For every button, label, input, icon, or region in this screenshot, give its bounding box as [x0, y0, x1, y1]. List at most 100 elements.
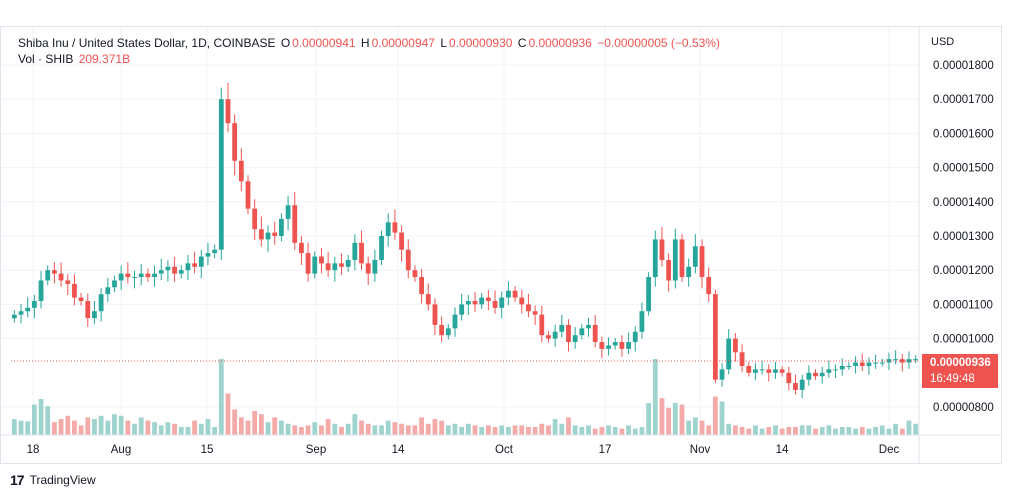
volume-bar: [425, 423, 431, 435]
volume-bar: [546, 425, 551, 435]
price-scale-currency: USD: [931, 36, 954, 48]
brand-name: TradingView: [29, 473, 96, 487]
candle-body: [753, 369, 758, 373]
volume-bar: [786, 427, 792, 435]
candle-body: [839, 365, 845, 370]
candle-body: [138, 273, 144, 278]
candle-body: [405, 249, 411, 271]
candle-body: [465, 300, 471, 305]
volume-bar: [753, 425, 758, 435]
volume-bar: [579, 427, 585, 435]
chart-frame: 0.00001800 0.00001700 0.00001600 0.00001500…: [0, 26, 1002, 464]
candle-body: [512, 290, 518, 298]
candle-body: [799, 379, 805, 390]
candle-body: [345, 259, 351, 267]
candle-body: [125, 273, 131, 278]
volume-bar: [232, 409, 238, 435]
candle-body: [425, 294, 431, 305]
volume-bar: [152, 422, 157, 435]
candle-body: [813, 372, 818, 377]
candle-body: [165, 266, 171, 271]
candle-body: [666, 259, 672, 281]
chart-canvas[interactable]: 0.00001800 0.00001700 0.00001600 0.00001500…: [1, 27, 1001, 463]
candle-body: [646, 277, 652, 312]
time-tick-label: Oct: [495, 444, 514, 456]
volume-bar: [739, 427, 745, 435]
candle-body: [472, 300, 478, 305]
candle-body: [399, 232, 404, 250]
volume-bar: [866, 428, 872, 435]
volume-bar: [632, 428, 638, 435]
volume-bar: [612, 427, 618, 435]
volume-bar: [879, 425, 885, 435]
volume-bar: [512, 425, 518, 435]
price-tick-label: 0.00001200: [933, 265, 994, 277]
volume-bar: [419, 417, 425, 435]
close-value: 0.00000936: [528, 36, 592, 50]
volume-bar: [312, 422, 318, 435]
brand[interactable]: 17 TradingView: [10, 472, 96, 488]
volume-bar: [793, 427, 798, 435]
candle-body: [546, 335, 551, 339]
candle-body: [85, 300, 91, 319]
volume-bar: [459, 427, 465, 435]
volume-legend: Vol · SHIB 209.371B: [18, 52, 132, 66]
volume-bar: [299, 427, 304, 435]
volume-bar: [205, 419, 211, 435]
volume-bar: [566, 417, 571, 435]
grid-lines: [1, 27, 919, 435]
volume-bar: [172, 423, 177, 435]
candle-body: [98, 294, 104, 312]
volume-bar: [58, 419, 64, 435]
candle-body: [11, 314, 17, 319]
candle-body: [859, 362, 865, 366]
volume-bar: [773, 425, 778, 435]
volume-bar: [165, 422, 171, 435]
candle-body: [826, 369, 832, 373]
candle-body: [712, 294, 718, 380]
candle-body: [58, 273, 64, 281]
volume-bar: [592, 428, 598, 435]
candle-body: [786, 372, 792, 384]
price-tick-label: 0.00001500: [933, 163, 994, 175]
volume-bar: [759, 428, 765, 435]
volume-bar: [732, 425, 738, 435]
volume-bar: [552, 419, 558, 435]
volume-bar: [125, 420, 131, 435]
volume-bar: [726, 423, 732, 435]
candle-body: [305, 253, 311, 274]
candle-body: [659, 239, 665, 260]
price-scale[interactable]: 0.00001800 0.00001700 0.00001600 0.00001500…: [933, 60, 994, 414]
volume-bar: [365, 423, 371, 435]
volume-bar: [906, 420, 912, 435]
candle-body: [258, 229, 264, 240]
candle-body: [746, 365, 752, 373]
candle-body: [72, 283, 77, 298]
volume-bar: [412, 425, 418, 435]
volume-bar: [452, 423, 458, 435]
volume-bar: [359, 420, 364, 435]
volume-bar: [385, 420, 391, 435]
volume-bar: [712, 396, 718, 435]
price-tick-label: 0.00001700: [933, 94, 994, 106]
candle-body: [559, 324, 565, 332]
candles: [11, 82, 919, 399]
candle-body: [339, 263, 344, 267]
volume-bar: [325, 419, 331, 435]
volume-bar: [465, 423, 471, 435]
volume-bar: [265, 422, 271, 435]
volume-bar: [886, 428, 892, 435]
candle-body: [726, 338, 732, 370]
candle-body: [599, 342, 605, 349]
candle-body: [359, 242, 364, 264]
candle-body: [732, 338, 738, 353]
volume-bar: [499, 425, 505, 435]
candle-body: [639, 311, 645, 332]
candle-body: [105, 287, 111, 295]
candle-body: [325, 263, 331, 271]
volume-bar: [826, 425, 832, 435]
candle-body: [692, 246, 698, 267]
volume-bar: [258, 414, 264, 435]
volume-bar: [679, 404, 685, 435]
time-scale[interactable]: 18 Aug 15 Sep 14 Oct 17 Nov 14 Dec: [27, 444, 900, 456]
